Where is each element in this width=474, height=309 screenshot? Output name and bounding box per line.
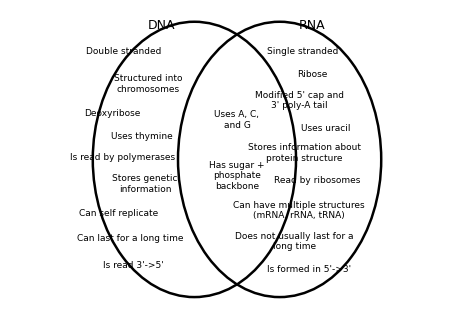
Text: Can last for a long time: Can last for a long time [77,234,184,243]
Text: Is read by polymerases: Is read by polymerases [70,153,175,162]
Text: Single stranded: Single stranded [267,47,338,56]
Text: Read by ribosomes: Read by ribosomes [274,176,361,185]
Text: Deoxyribose: Deoxyribose [84,109,141,118]
Text: Has sugar +
phosphate
backbone: Has sugar + phosphate backbone [209,161,265,191]
Text: Does not usually last for a
long time: Does not usually last for a long time [235,232,354,251]
Text: RNA: RNA [299,19,326,32]
Text: Stores genetic
information: Stores genetic information [112,174,178,194]
Text: Double stranded: Double stranded [86,47,162,56]
Text: Uses thymine: Uses thymine [111,132,173,141]
Text: Can self replicate: Can self replicate [79,209,159,218]
Text: DNA: DNA [148,19,175,32]
Text: Uses A, C,
and G: Uses A, C, and G [215,110,259,130]
Text: Uses uracil: Uses uracil [301,124,350,133]
Text: Is formed in 5'->3': Is formed in 5'->3' [267,265,351,274]
Text: Structured into
chromosomes: Structured into chromosomes [114,74,183,94]
Text: Ribose: Ribose [297,70,328,79]
Text: Modified 5' cap and
3' poly-A tail: Modified 5' cap and 3' poly-A tail [255,91,344,110]
Text: Stores information about
protein structure: Stores information about protein structu… [248,143,361,163]
Text: Is read 3'->5': Is read 3'->5' [103,261,164,270]
Text: Can have multiple structures
(mRNA, rRNA, tRNA): Can have multiple structures (mRNA, rRNA… [234,201,365,220]
